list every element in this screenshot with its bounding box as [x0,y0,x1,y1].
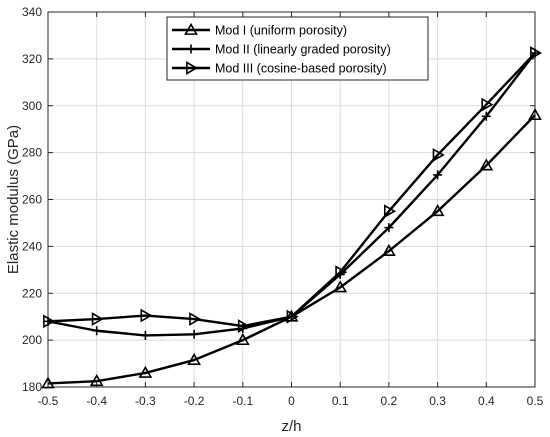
x-tick-label: 0 [288,394,295,408]
x-tick-label: 0.2 [381,394,398,408]
legend-label: Mod I (uniform porosity) [215,24,347,38]
data-point-triangle-up [184,22,198,35]
legend-label: Mod II (linearly graded porosity) [215,43,391,57]
legend-entry: Mod I (uniform porosity) [172,22,347,38]
y-tick-label: 180 [22,380,42,394]
axis-ticks: -0.5 -0.4 -0.3 -0.2 -0.1 0 0.1 0.2 0.3 0.4 0.5 180 2… [22,5,544,408]
data-point-triangle-right [186,61,199,75]
y-tick-label: 340 [22,5,42,19]
legend-box [166,16,429,81]
data-point-plus [189,329,199,339]
y-tick-label: 280 [22,146,42,160]
x-tick-label: 0.3 [429,394,446,408]
y-tick-label: 200 [22,333,42,347]
x-tick-label: 0.1 [332,394,349,408]
y-tick-label: 260 [22,193,42,207]
data-point-triangle-right [140,308,153,323]
x-tick-label: -0.1 [232,394,253,408]
x-tick-label: -0.4 [86,394,107,408]
data-point-plus [186,44,196,54]
y-tick-label: 320 [22,52,42,66]
data-point-plus [433,170,443,180]
data-point-triangle-right [237,319,250,333]
data-point-triangle-up [89,374,104,387]
data-point-plus [384,223,394,233]
data-point-plus [481,111,491,121]
y-axis-label: Elastic modulus (GPa) [5,125,22,274]
x-tick-label: 0.5 [527,394,544,408]
data-point-triangle-right [286,309,299,324]
legend-label: Mod III (cosine-based porosity) [215,62,387,76]
series-line [47,52,536,328]
legend: Mod I (uniform porosity) Mod II (linearly… [166,16,429,81]
data-point-triangle-up [235,333,250,346]
series-group [41,46,543,389]
legend-entry: Mod II (linearly graded porosity) [172,43,391,57]
data-point-triangle-up [41,376,55,389]
data-point-triangle-right [335,265,348,280]
data-point-triangle-up [187,352,201,365]
y-tick-label: 240 [22,239,42,253]
x-axis-label: z/h [281,418,301,435]
data-point-triangle-up [430,204,445,217]
data-point-triangle-right [43,314,56,329]
data-point-triangle-right [530,46,543,60]
data-point-triangle-right [481,97,494,112]
data-point-triangle-up [528,108,542,121]
data-point-plus [140,330,150,340]
data-point-triangle-right [383,204,397,219]
data-point-triangle-right [432,148,445,162]
data-point-triangle-up [382,243,396,256]
data-point-triangle-up [479,158,494,171]
legend-entry: Mod III (cosine-based porosity) [172,61,387,76]
x-tick-label: -0.2 [184,394,205,408]
data-point-triangle-up [333,280,348,293]
x-tick-label: -0.3 [135,394,156,408]
y-tick-label: 220 [22,286,42,300]
x-tick-label: 0.4 [478,394,495,408]
data-point-triangle-right [91,312,104,326]
data-point-triangle-right [189,312,202,326]
data-point-plus [92,326,102,336]
y-tick-label: 300 [22,99,42,113]
series-3 [43,46,543,333]
x-tick-label: -0.5 [38,394,59,408]
data-point-triangle-up [138,365,153,378]
